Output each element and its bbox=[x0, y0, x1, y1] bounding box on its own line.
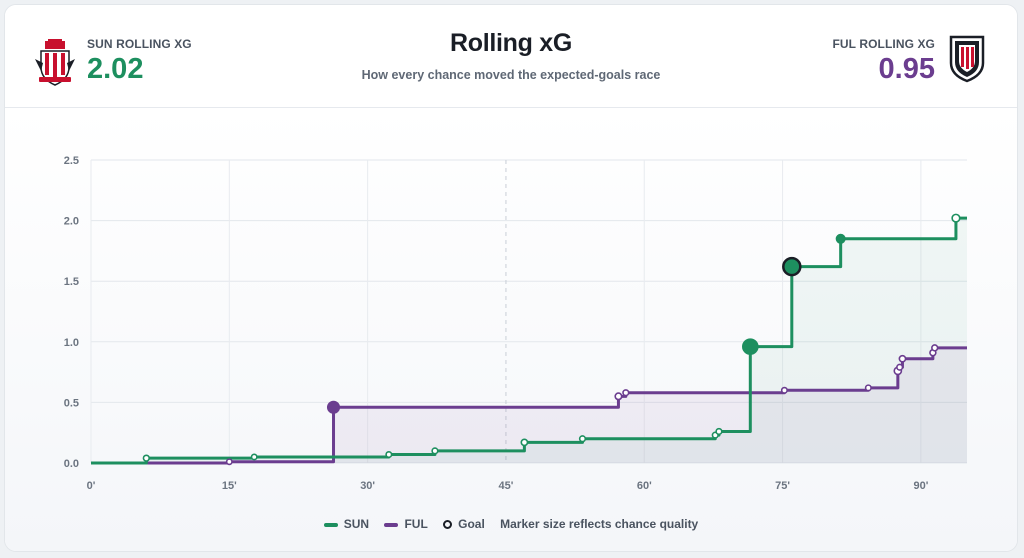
legend-sun-swatch bbox=[323, 522, 338, 527]
shot-marker-sun bbox=[835, 233, 846, 244]
goal-marker-sun bbox=[782, 256, 802, 277]
legend: SUN FUL Goal Marker size reflects chance… bbox=[5, 516, 1017, 531]
y-tick-label: 1.0 bbox=[64, 337, 79, 349]
away-xg-label: FUL ROLLING XG bbox=[832, 37, 935, 51]
y-tick-label: 2.0 bbox=[64, 216, 79, 228]
rolling-xg-chart: 0.0 0.5 1.0 1.5 2.0 2.5 0' 15' 30' 45' 60' 75' 90' bbox=[64, 155, 967, 492]
home-xg-value: 2.02 bbox=[87, 53, 144, 85]
rolling-xg-card: SUN ROLLING XG 2.02 Rolling xG How every… bbox=[4, 4, 1018, 552]
title-block: Rolling xG How every chance moved the ex… bbox=[5, 29, 1017, 82]
legend-goal-label: Goal bbox=[458, 516, 485, 531]
home-xg-label: SUN ROLLING XG bbox=[87, 37, 192, 51]
y-tick-label: 0.5 bbox=[64, 397, 79, 409]
shot-marker-sun bbox=[431, 447, 439, 455]
y-tick-label: 2.5 bbox=[64, 155, 79, 167]
shot-marker-ful bbox=[225, 458, 233, 466]
goal-marker-icon bbox=[443, 520, 453, 530]
series-line-sun bbox=[91, 216, 967, 465]
shot-marker-sun bbox=[142, 454, 151, 462]
shot-marker-ful bbox=[622, 389, 630, 397]
legend-sun: SUN bbox=[323, 516, 370, 531]
x-tick-label: 30' bbox=[360, 480, 375, 492]
shot-marker-sun bbox=[520, 438, 529, 447]
legend-ful: FUL bbox=[384, 516, 428, 531]
legend-sun-label: SUN bbox=[343, 516, 370, 531]
shot-marker-ful bbox=[931, 344, 939, 352]
y-tick-label: 1.5 bbox=[64, 276, 79, 288]
x-tick-label: 90' bbox=[913, 480, 928, 492]
chart-title: Rolling xG bbox=[449, 29, 572, 57]
y-tick-label: 0.0 bbox=[64, 458, 79, 470]
shot-marker-sun bbox=[250, 453, 258, 461]
x-tick-label: 60' bbox=[637, 480, 652, 492]
shot-marker-ful bbox=[614, 392, 623, 401]
legend-note: Marker size reflects chance quality bbox=[500, 516, 699, 531]
shot-marker-ful bbox=[780, 386, 788, 394]
shot-marker-sun bbox=[715, 427, 723, 436]
x-tick-label: 75' bbox=[775, 480, 790, 492]
sunderland-crest-icon bbox=[35, 39, 75, 86]
legend-ful-label: FUL bbox=[404, 516, 428, 531]
legend-goal: Goal bbox=[443, 517, 485, 531]
shot-marker-ful bbox=[896, 363, 904, 371]
series-area-ful bbox=[91, 347, 967, 463]
chart-subtitle: How every chance moved the expected-goal… bbox=[361, 68, 661, 82]
shot-marker-sun bbox=[385, 450, 393, 459]
x-tick-label: 45' bbox=[499, 480, 514, 492]
shot-marker-sun bbox=[951, 213, 961, 223]
away-xg-value: 0.95 bbox=[878, 53, 935, 85]
shot-marker-ful bbox=[326, 400, 341, 414]
x-tick-label: 15' bbox=[222, 480, 237, 492]
shot-marker-sun bbox=[578, 435, 587, 443]
x-tick-label: 0' bbox=[87, 480, 96, 492]
fulham-crest-icon bbox=[949, 35, 985, 83]
shot-marker-ful bbox=[898, 354, 907, 363]
header: SUN ROLLING XG 2.02 Rolling xG How every… bbox=[5, 5, 1017, 108]
legend-ful-swatch bbox=[384, 522, 399, 527]
shot-marker-sun bbox=[742, 338, 759, 355]
chart-area: 0.0 0.5 1.0 1.5 2.0 2.5 0' 15' 30' 45' 60' 75' 90' S… bbox=[5, 108, 1017, 551]
shot-marker-ful bbox=[864, 384, 872, 392]
